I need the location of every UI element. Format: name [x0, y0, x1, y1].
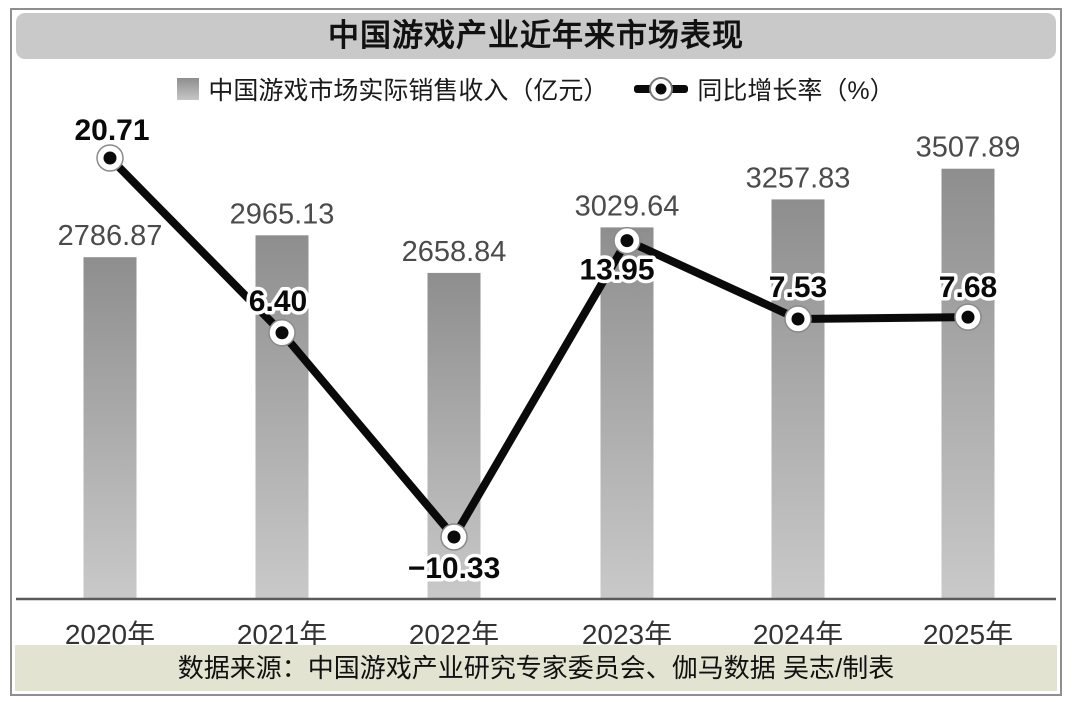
bar-value-label: 3507.89: [916, 132, 1021, 164]
x-axis-label: 2020年: [65, 619, 155, 650]
growth-point: [275, 326, 289, 340]
growth-value-label: 7.68: [939, 271, 997, 304]
x-axis-label: 2021年: [237, 619, 327, 650]
legend: 中国游戏市场实际销售收入（亿元） 同比增长率（%）: [12, 68, 1060, 110]
bar-value-label: 2965.13: [230, 198, 335, 230]
chart-title: 中国游戏产业近年来市场表现: [16, 13, 1056, 59]
revenue-bar: [600, 227, 654, 599]
bar-swatch-icon: [177, 78, 200, 100]
growth-point: [791, 312, 805, 326]
legend-growth-label: 同比增长率（%）: [697, 77, 895, 105]
growth-point: [103, 151, 117, 165]
x-axis-label: 2024年: [753, 619, 843, 650]
x-axis-label: 2025年: [923, 619, 1013, 650]
growth-point: [620, 234, 634, 248]
growth-value-label: 6.40: [249, 285, 307, 318]
growth-value-label: 20.71: [74, 114, 149, 147]
revenue-bar: [83, 257, 137, 599]
chart-frame: 中国游戏产业近年来市场表现 中国游戏市场实际销售收入（亿元） 同比增长率（%） …: [10, 8, 1062, 696]
growth-value-label: −10.33: [408, 552, 501, 585]
data-source-note: 数据来源：中国游戏产业研究专家委员会、伽马数据 吴志/制表: [15, 645, 1057, 691]
revenue-bar: [771, 199, 825, 599]
growth-line: [106, 154, 972, 541]
bar-value-label: 2786.87: [58, 220, 163, 252]
bar-value-label: 3257.83: [746, 162, 851, 194]
legend-revenue-label: 中国游戏市场实际销售收入（亿元）: [208, 77, 609, 105]
legend-item-revenue: 中国游戏市场实际销售收入（亿元）: [177, 71, 608, 107]
x-axis-label: 2023年: [582, 619, 672, 650]
legend-item-growth: 同比增长率（%）: [634, 71, 895, 107]
revenue-bar: [255, 235, 309, 600]
x-axis-label: 2022年: [409, 619, 499, 650]
growth-value-label: 13.95: [579, 254, 654, 287]
bar-value-label: 3029.64: [575, 190, 680, 222]
plot-area: 2786.87 2965.13 2658.84 3029.64 3257.83 3507.…: [16, 111, 1056, 650]
growth-point: [447, 530, 461, 544]
line-marker-icon: [634, 75, 689, 103]
growth-point: [961, 310, 975, 324]
bar-value-label: 2658.84: [402, 236, 507, 268]
growth-value-label: 7.53: [769, 271, 827, 304]
revenue-bar: [941, 168, 995, 599]
